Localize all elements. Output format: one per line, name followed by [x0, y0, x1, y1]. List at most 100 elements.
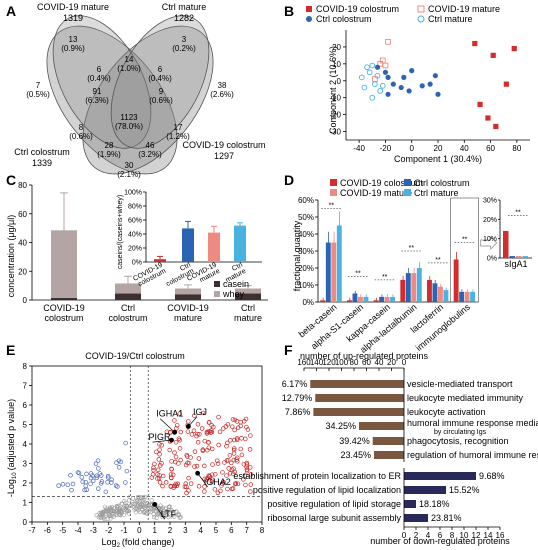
volcano-x-tick-label: 8: [260, 526, 265, 535]
volcano-point-up: [242, 419, 247, 424]
volcano-point-up: [191, 428, 197, 433]
fractional-legend-label: COVID-19 mature: [340, 188, 412, 198]
pca-point-ctrl-mature: [369, 94, 376, 101]
volcano-point-down: [124, 468, 130, 474]
pca-point-ctrl-colostrum: [427, 81, 433, 87]
volcano-point-down: [93, 461, 99, 466]
volcano-point-up: [231, 446, 237, 451]
down-axis-tick-label: 10: [460, 531, 469, 540]
volcano-point-up: [156, 457, 162, 462]
concentration-category-label: mature: [234, 313, 262, 323]
fractional-bar: [470, 291, 476, 302]
volcano-y-label-sub: 10: [12, 472, 18, 479]
volcano-point-up: [155, 467, 161, 473]
volcano-point-down: [97, 471, 103, 476]
volcano-point-ns: [152, 507, 157, 512]
pca-point-covid-colostrum: [477, 101, 483, 108]
down-regulated-term: positive regulation of lipid localizatio…: [253, 485, 401, 495]
pca-point-ctrl-colostrum: [398, 84, 404, 91]
inset-y-tick-label: 40%: [128, 232, 142, 239]
volcano-point-down: [94, 473, 99, 479]
fractional-bar: [464, 291, 470, 302]
significance-stars: **: [329, 203, 335, 210]
inset-y-tick-label: 100%: [124, 190, 142, 197]
volcano-point-ns: [104, 508, 109, 513]
volcano-y-label-main: -Log: [6, 479, 16, 497]
pca-y-tick-label: -20: [329, 111, 341, 120]
volcano-x-tick-label: 4: [198, 526, 203, 535]
volcano-point-up: [211, 424, 216, 430]
volcano-point-up: [200, 410, 206, 416]
volcano-point-up: [188, 455, 193, 460]
volcano-y-tick-label: 4: [23, 440, 28, 449]
venn-region-percent: (1.9%): [97, 150, 121, 159]
arrow-icon: [480, 236, 498, 250]
volcano-point-up: [239, 436, 244, 441]
up-regulated-bar: [313, 408, 404, 416]
fractional-y-tick-label: 60%: [298, 196, 314, 205]
volcano-point-up: [196, 484, 202, 489]
volcano-point-up: [244, 468, 250, 474]
volcano-point-up: [192, 449, 198, 454]
pca-x-tick-label: 40: [460, 144, 469, 153]
volcano-point-ns: [165, 510, 171, 515]
volcano-point-ns: [149, 498, 154, 503]
pca-x-axis-label: Component 1 (30.4%): [394, 154, 482, 164]
up-regulated-bar: [315, 394, 404, 402]
fractional-bar: [459, 291, 465, 302]
venn-set-name-covid-mature: COVID-19 mature: [37, 2, 109, 12]
venn-ellipse-covid-mature: [52, 15, 152, 149]
fractional-bar: [411, 273, 417, 302]
fractional-plot-area: 0%10%20%30%40%50%60%**beta-casein**alpha…: [297, 178, 498, 355]
up-axis-tick-label: 0: [402, 358, 407, 367]
siga1-y-tick-label: 20%: [483, 217, 497, 224]
volcano-point-down: [88, 475, 94, 481]
venn-set-name-ctrl-colostrum: Ctrl colostrum: [14, 147, 70, 157]
fractional-bar: [384, 296, 390, 302]
volcano-point-up: [232, 469, 238, 475]
volcano-point-up: [241, 462, 247, 467]
volcano-point-up: [228, 438, 233, 443]
venn-region-count: 1123: [120, 113, 138, 122]
fractional-bar: [331, 242, 337, 302]
up-axis-tick-label: 40: [375, 358, 384, 367]
siga1-bar: [503, 230, 509, 258]
volcano-point-up: [215, 461, 221, 466]
fractional-bar: [320, 300, 326, 302]
volcano-point-up: [177, 437, 183, 443]
volcano-point-ns: [98, 515, 103, 520]
volcano-point-up: [243, 436, 248, 442]
volcano-x-tick-label: -2: [105, 526, 113, 535]
whey-bar: [235, 288, 261, 294]
fractional-bar: [432, 283, 438, 302]
concentration-category-label: COVID-19: [167, 303, 209, 313]
volcano-point-down: [96, 466, 101, 471]
venn-set-count-ctrl-colostrum: 1339: [32, 158, 52, 168]
volcano-point-ns: [150, 507, 155, 512]
volcano-point-up: [157, 451, 162, 457]
volcano-x-axis-label: Log2 (fold change): [102, 537, 175, 549]
volcano-point-up: [232, 427, 237, 433]
volcano-frame: [31, 365, 263, 523]
volcano-point-ns: [135, 498, 140, 503]
volcano-annotation-label: LTF: [161, 509, 177, 519]
ratio-inset-y-axis-label: caseins/(caseins+whey): [117, 195, 124, 270]
volcano-point-up: [156, 475, 162, 481]
go-plot-area: 160 140 120 100 80 60 40 20 06.17% vesicle-mediat…: [233, 358, 538, 540]
casein-bar: [235, 293, 261, 300]
volcano-point-down: [88, 471, 94, 476]
volcano-annotation-line: [152, 439, 172, 443]
legend-casein-swatch: [214, 281, 220, 287]
up-regulated-percent: 6.17%: [282, 379, 308, 389]
volcano-point-ns: [158, 503, 163, 508]
volcano-point-down: [103, 489, 109, 495]
volcano-point-up: [238, 446, 243, 452]
volcano-point-up: [235, 425, 241, 430]
volcano-point-up: [233, 481, 239, 486]
concentration-category-label: colostrum: [108, 313, 147, 323]
pca-point-covid-colostrum: [493, 123, 499, 130]
volcano-point-up: [195, 431, 200, 437]
volcano-annotation-label: IGHA2: [204, 477, 231, 487]
pca-y-tick-label: -30: [329, 128, 341, 137]
volcano-point-up: [235, 459, 240, 464]
